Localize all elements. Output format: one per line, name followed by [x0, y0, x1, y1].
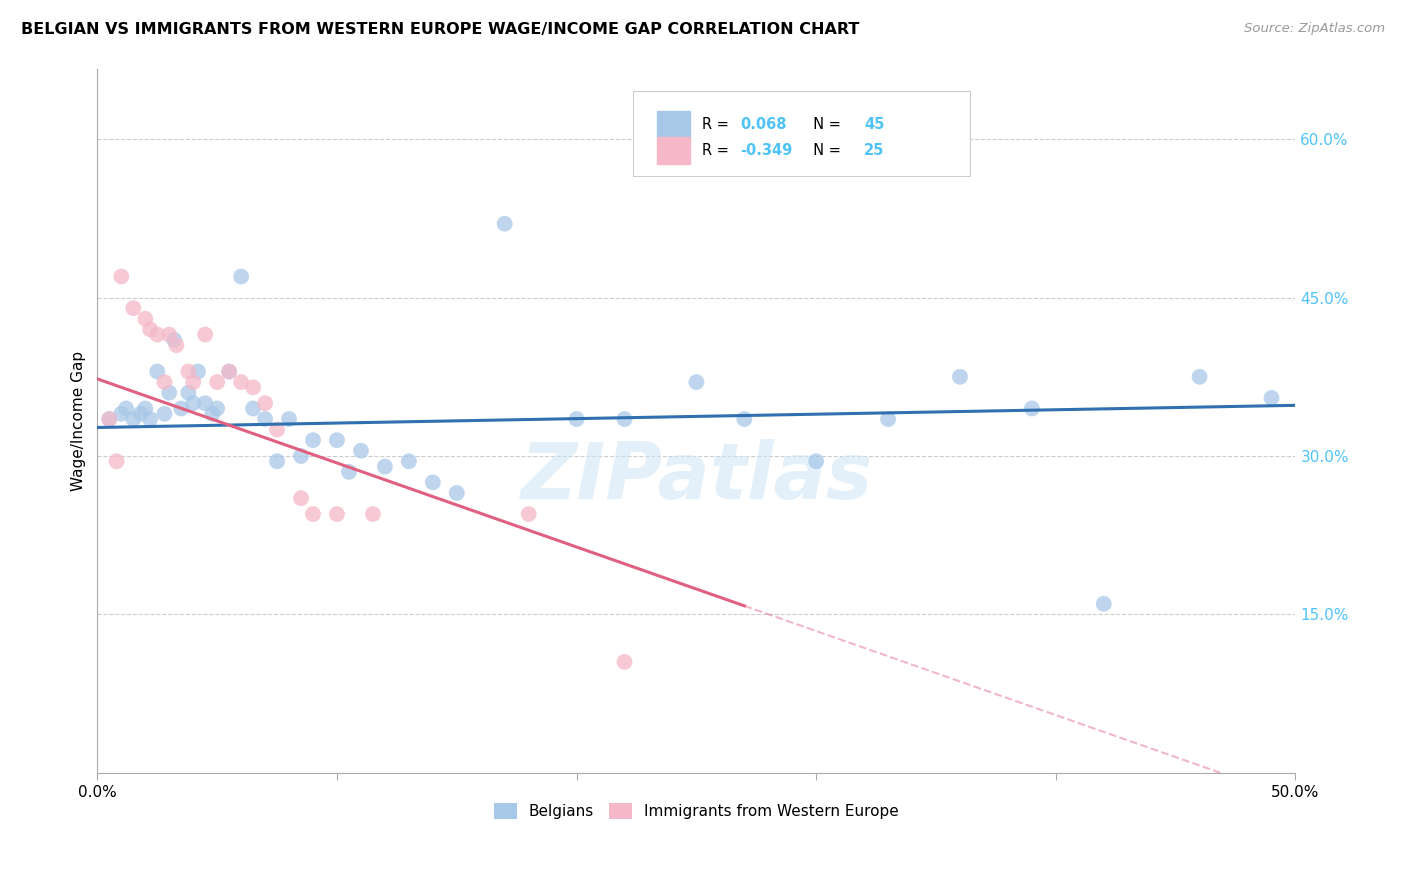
Point — [157, 385, 180, 400]
Point — [565, 412, 588, 426]
Point — [254, 412, 277, 426]
Text: R =: R = — [703, 117, 734, 131]
Point — [254, 396, 277, 410]
Point — [153, 407, 176, 421]
Point — [326, 433, 349, 447]
Point — [146, 365, 169, 379]
Point — [218, 365, 240, 379]
Point — [290, 491, 312, 506]
Point — [134, 311, 156, 326]
Point — [181, 396, 204, 410]
Point — [806, 454, 828, 468]
Point — [494, 217, 516, 231]
Point — [181, 375, 204, 389]
Point — [1021, 401, 1043, 416]
Point — [194, 327, 217, 342]
Point — [177, 365, 200, 379]
Text: N =: N = — [804, 144, 846, 158]
Point — [139, 322, 162, 336]
Point — [278, 412, 301, 426]
Point — [201, 407, 224, 421]
Point — [98, 412, 121, 426]
Point — [337, 465, 360, 479]
Point — [134, 401, 156, 416]
Point — [242, 380, 264, 394]
Point — [613, 655, 636, 669]
Text: -0.349: -0.349 — [741, 144, 793, 158]
Point — [187, 365, 209, 379]
Point — [290, 449, 312, 463]
Point — [350, 443, 373, 458]
Point — [129, 407, 152, 421]
Point — [153, 375, 176, 389]
Point — [949, 369, 972, 384]
Text: ZIPatlas: ZIPatlas — [520, 439, 873, 515]
FancyBboxPatch shape — [633, 91, 970, 177]
Legend: Belgians, Immigrants from Western Europe: Belgians, Immigrants from Western Europe — [488, 797, 905, 825]
Point — [326, 507, 349, 521]
Point — [1260, 391, 1282, 405]
Point — [1188, 369, 1211, 384]
Point — [685, 375, 707, 389]
Point — [170, 401, 193, 416]
Text: 45: 45 — [865, 117, 884, 131]
Point — [422, 475, 444, 490]
Point — [105, 454, 128, 468]
Point — [446, 486, 468, 500]
Text: 25: 25 — [865, 144, 884, 158]
Text: N =: N = — [804, 117, 846, 131]
Point — [122, 301, 145, 316]
Point — [98, 412, 121, 426]
Point — [205, 401, 228, 416]
Point — [122, 412, 145, 426]
Point — [165, 338, 187, 352]
Point — [733, 412, 755, 426]
Point — [194, 396, 217, 410]
Point — [110, 269, 132, 284]
Point — [157, 327, 180, 342]
Point — [229, 269, 252, 284]
Point — [302, 433, 325, 447]
Point — [163, 333, 186, 347]
Point — [361, 507, 384, 521]
Point — [398, 454, 420, 468]
Point — [229, 375, 252, 389]
Text: BELGIAN VS IMMIGRANTS FROM WESTERN EUROPE WAGE/INCOME GAP CORRELATION CHART: BELGIAN VS IMMIGRANTS FROM WESTERN EUROP… — [21, 22, 859, 37]
Point — [177, 385, 200, 400]
Point — [139, 412, 162, 426]
Point — [115, 401, 138, 416]
Point — [266, 423, 288, 437]
Y-axis label: Wage/Income Gap: Wage/Income Gap — [72, 351, 86, 491]
Point — [266, 454, 288, 468]
Bar — [657, 111, 690, 137]
Point — [218, 365, 240, 379]
Point — [110, 407, 132, 421]
Bar — [657, 137, 690, 164]
Text: Source: ZipAtlas.com: Source: ZipAtlas.com — [1244, 22, 1385, 36]
Point — [613, 412, 636, 426]
Point — [205, 375, 228, 389]
Point — [146, 327, 169, 342]
Point — [877, 412, 900, 426]
Text: 0.068: 0.068 — [741, 117, 787, 131]
Point — [242, 401, 264, 416]
Point — [517, 507, 540, 521]
Point — [1092, 597, 1115, 611]
Point — [302, 507, 325, 521]
Point — [374, 459, 396, 474]
Text: R =: R = — [703, 144, 734, 158]
